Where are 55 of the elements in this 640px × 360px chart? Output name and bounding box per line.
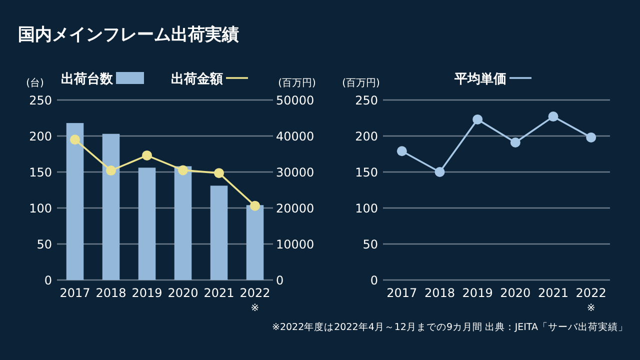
source-note: 出典：JEITA「サーバ出荷実績」 [484, 321, 628, 333]
x-tick-label: 2020 [168, 286, 198, 300]
x-tick-label: 2021 [538, 286, 569, 300]
point [586, 132, 596, 142]
bar [138, 168, 156, 280]
point [142, 150, 152, 160]
y-tick-label: 250 [29, 94, 52, 108]
y-tick-label: 50 [362, 238, 378, 252]
point [106, 166, 116, 176]
y-tick-label: 200 [29, 130, 52, 144]
y2-tick-label: 10000 [276, 238, 314, 252]
point [396, 146, 407, 156]
point [548, 112, 558, 122]
bar [174, 166, 192, 280]
y-tick-label: 250 [355, 94, 378, 108]
legend-label: 平均単価 [454, 72, 506, 87]
x-tick-label: 2017 [386, 286, 418, 300]
y2-tick-label: 30000 [276, 166, 314, 180]
x-tick-label: 2018 [424, 286, 456, 300]
x-tick-label: 2019 [462, 286, 493, 300]
y2-tick-label: 20000 [276, 202, 314, 216]
bar [102, 134, 120, 280]
y2-tick-label: 40000 [276, 130, 314, 144]
y-tick-label: 200 [355, 130, 378, 144]
chart-title: 国内メインフレーム出荷実績 [18, 25, 239, 45]
x-tick-label: 2019 [132, 286, 162, 300]
x-tick-label: 2017 [60, 286, 90, 300]
y-tick-label: 50 [36, 238, 52, 252]
y-tick-label: 100 [355, 202, 378, 216]
y-tick-label: 150 [355, 166, 378, 180]
point [472, 114, 483, 124]
x-tick-label: 2021 [204, 286, 234, 300]
point [434, 167, 445, 177]
y-tick-label: 100 [29, 202, 52, 216]
y2-axis-title: (百万円) [278, 78, 316, 89]
x-tick-label: 2018 [96, 286, 126, 300]
point [178, 165, 188, 176]
text: ※2022年度は2022年4月～12月までの9カ月間 [272, 321, 482, 333]
bar [210, 186, 228, 280]
y2-tick-label: 50000 [276, 94, 314, 108]
legend-label: 出荷台数 [61, 71, 114, 87]
legend-label: 出荷金額 [171, 71, 223, 87]
y-tick-label: 0 [44, 274, 52, 288]
point [70, 134, 80, 145]
y-tick-label: 150 [29, 166, 52, 180]
y-axis-title: (台) [26, 77, 44, 89]
point [510, 137, 520, 148]
y-axis-title: (百万円) [342, 78, 380, 89]
x-tick-label: 2020 [500, 286, 531, 300]
y2-tick-label: 0 [276, 274, 284, 288]
bar [66, 123, 84, 280]
bar [246, 205, 264, 280]
point [250, 200, 260, 211]
point [214, 168, 224, 178]
y-tick-label: 0 [370, 274, 378, 288]
